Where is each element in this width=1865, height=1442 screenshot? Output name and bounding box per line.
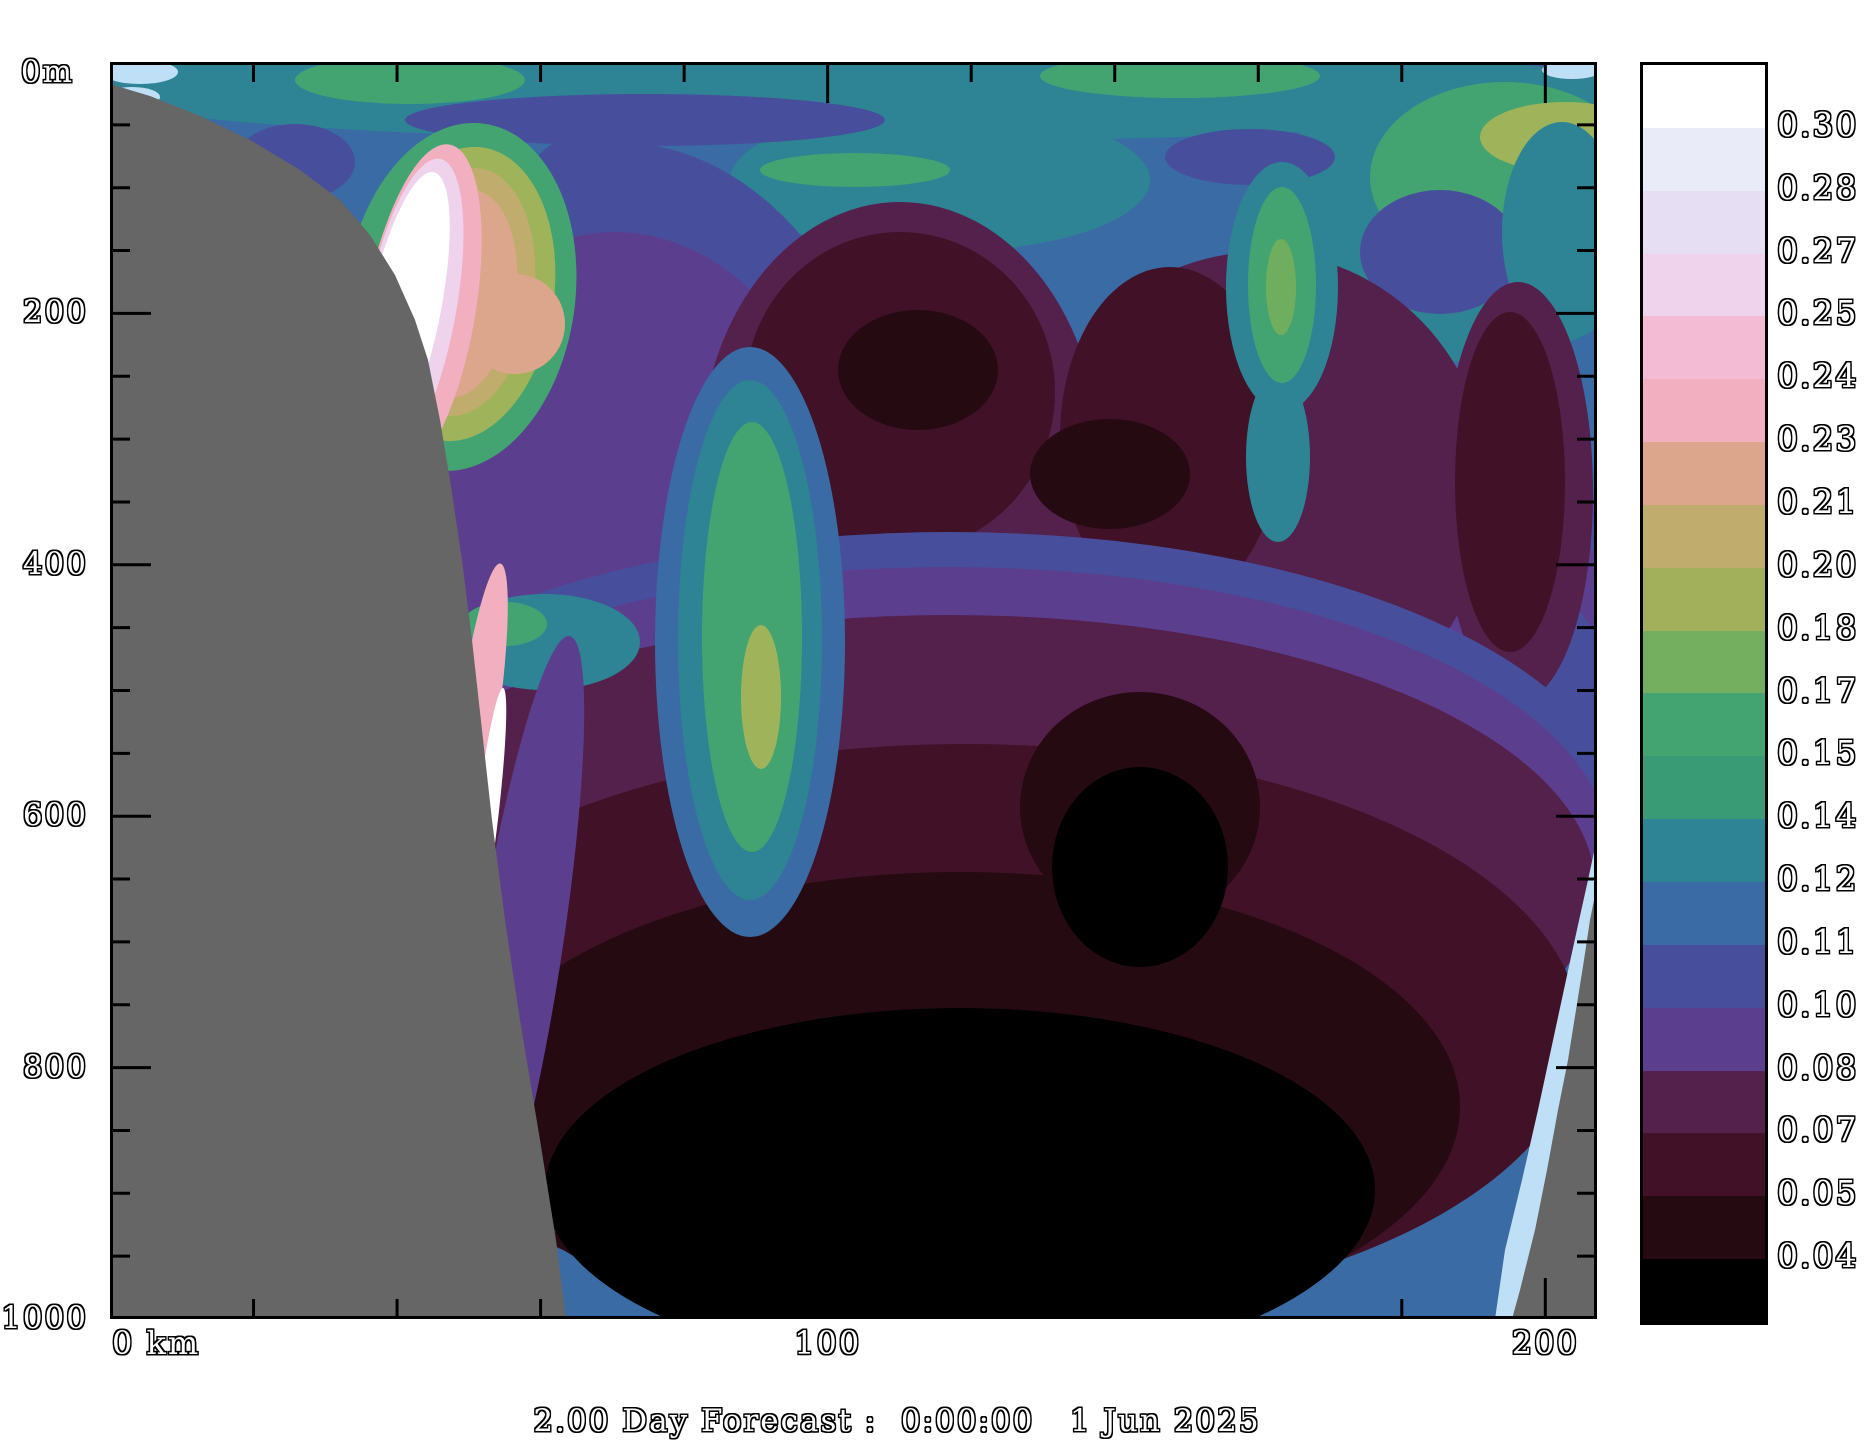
colorbar-label-0.15: 0.15 (1777, 733, 1859, 773)
colorbar-segment-5 (1643, 379, 1765, 443)
distance-label-100: 100 (794, 1324, 862, 1362)
colorbar-label-0.07: 0.07 (1777, 1110, 1859, 1150)
contour-feature-indigo-top-e (1360, 190, 1520, 314)
colorbar-label-0.28: 0.28 (1777, 167, 1859, 207)
colorbar-label-0.10: 0.10 (1777, 984, 1859, 1024)
colorbar-segment-8 (1643, 567, 1765, 631)
contour-feature-teal-streak-b-tail (1246, 372, 1310, 542)
contour-feature-black-bump (1052, 767, 1228, 967)
colorbar-label-0.11: 0.11 (1777, 921, 1859, 961)
contour-feature-dark-central (838, 310, 998, 430)
colorbar-segment-15 (1643, 1007, 1765, 1071)
colorbar-segment-13 (1643, 881, 1765, 945)
colorbar-segment-9 (1643, 630, 1765, 694)
colorbar-label-0.05: 0.05 (1777, 1173, 1859, 1213)
contour-feature-salmon-patch (465, 274, 565, 374)
colorbar-label-0.30: 0.30 (1777, 104, 1859, 144)
depth-axis-surface-label: 0m (20, 54, 74, 90)
contour-feature-dark-right (1030, 419, 1190, 529)
colorbar-label-0.04: 0.04 (1777, 1236, 1859, 1276)
colorbar-label-0.18: 0.18 (1777, 607, 1859, 647)
colorbar-segment-12 (1643, 819, 1765, 882)
colorbar-segment-1 (1643, 127, 1765, 191)
contour-feature-indigo-top-d (1165, 129, 1335, 185)
contour-feature-teal-upper-mid (730, 108, 1150, 252)
colorbar-segment-0 (1643, 65, 1765, 128)
colorbar-label-0.24: 0.24 (1777, 356, 1859, 396)
depth-label-1000: 1000 (1, 1300, 88, 1336)
contour-feature-maroon-right-b (1455, 312, 1565, 652)
colorbar (1640, 62, 1768, 1325)
colorbar-segment-14 (1643, 944, 1765, 1008)
colorbar-segment-16 (1643, 1070, 1765, 1134)
colorbar-label-0.08: 0.08 (1777, 1047, 1859, 1087)
contour-feature-lgreen-core-b (1266, 239, 1296, 335)
colorbar-segment-4 (1643, 316, 1765, 380)
bathymetry-right-slope (1512, 885, 1597, 1319)
colorbar-segment-18 (1643, 1196, 1765, 1260)
colorbar-label-0.14: 0.14 (1777, 796, 1859, 836)
contour-feature-paleblue-top-right (1542, 62, 1597, 79)
bathymetry-left-slope (110, 84, 566, 1319)
contour-feature-green-streak-top (760, 153, 950, 187)
colorbar-segment-17 (1643, 1133, 1765, 1197)
colorbar-segment-19 (1643, 1259, 1765, 1322)
contour-feature-paleblue-top-left-a (110, 62, 178, 84)
depth-label-800: 800 (22, 1048, 88, 1085)
colorbar-segment-10 (1643, 693, 1765, 757)
colorbar-label-0.25: 0.25 (1777, 293, 1859, 333)
colorbar-segment-11 (1643, 756, 1765, 820)
plot-frame (110, 62, 1597, 1319)
depth-label-200: 200 (22, 294, 88, 331)
contour-feature-green-top-b (1040, 62, 1320, 98)
contour-feature-black-deep (545, 1008, 1375, 1319)
contour-feature-green-top-a (295, 62, 525, 104)
colorbar-segment-3 (1643, 253, 1765, 317)
contour-feature-indigo-top-c (405, 94, 885, 146)
colorbar-segment-7 (1643, 504, 1765, 568)
colorbar-segment-6 (1643, 442, 1765, 505)
depth-label-400: 400 (22, 545, 88, 582)
contour-feature-ygreen-core-a (741, 625, 781, 769)
colorbar-segment-2 (1643, 190, 1765, 254)
distance-label-200: 200 (1511, 1324, 1579, 1362)
depth-label-600: 600 (22, 797, 88, 834)
colorbar-label-0.23: 0.23 (1777, 419, 1859, 459)
colorbar-label-0.12: 0.12 (1777, 859, 1859, 899)
contour-section-plot (110, 62, 1597, 1319)
colorbar-label-0.20: 0.20 (1777, 544, 1859, 584)
colorbar-label-0.21: 0.21 (1777, 481, 1859, 521)
forecast-caption: 2.00 Day Forecast : 0:00:00 1 Jun 2025 (533, 1403, 1261, 1439)
distance-label-0: 0 km (112, 1324, 201, 1362)
colorbar-label-0.17: 0.17 (1777, 670, 1859, 710)
colorbar-label-0.27: 0.27 (1777, 230, 1859, 270)
